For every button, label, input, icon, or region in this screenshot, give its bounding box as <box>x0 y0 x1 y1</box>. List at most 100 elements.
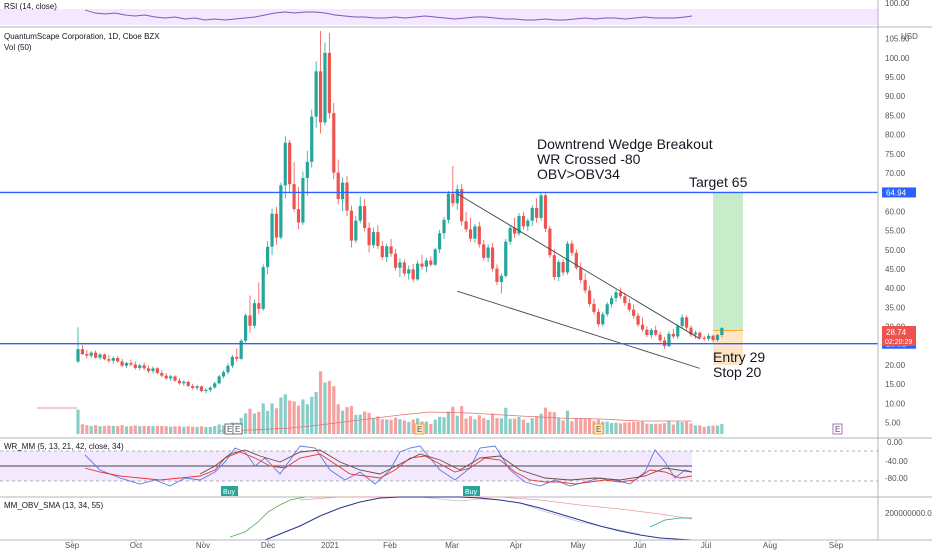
candle-body <box>274 213 279 238</box>
price-tick-label: 95.00 <box>885 73 906 82</box>
volume-bar <box>199 426 204 434</box>
candle-body <box>561 262 565 273</box>
wr-mid-line <box>199 449 693 481</box>
time-tick-label: Nov <box>196 541 210 550</box>
volume-bar <box>680 422 684 434</box>
candle-body <box>504 241 508 276</box>
volume-bar <box>102 426 107 434</box>
candle-body <box>120 361 124 366</box>
volume-bar <box>676 421 680 434</box>
volume-bar <box>530 418 534 434</box>
volume-bar <box>191 426 195 434</box>
volume-bar <box>570 421 574 434</box>
volume-bar <box>195 426 199 434</box>
volume-bar <box>217 424 221 434</box>
volume-bar <box>336 404 340 434</box>
candle-body <box>376 232 380 246</box>
candle-body <box>552 255 556 278</box>
candle-body <box>587 290 592 304</box>
candle-body <box>358 206 362 221</box>
candle-body <box>473 226 477 239</box>
candle-body <box>676 326 680 337</box>
volume-bar <box>539 413 543 434</box>
wr-tick: -80.00 <box>885 474 908 483</box>
candle-body <box>142 365 146 369</box>
candle-body <box>715 334 720 340</box>
volume-bar <box>393 417 398 434</box>
symbol-title: QuantumScape Corporation, 1D, Cboe BZX <box>4 32 160 41</box>
volume-bar <box>301 399 305 434</box>
price-tick-label: 80.00 <box>885 131 906 140</box>
price-tick-label: 55.00 <box>885 227 906 236</box>
time-axis[interactable]: Sep Oct Nov Dec 2021 Feb Mar Apr May Jun Jul Aug Sep <box>65 540 844 550</box>
candle-body <box>318 71 323 123</box>
volume-bar <box>504 407 508 434</box>
candle-body <box>424 260 428 267</box>
candle-body <box>332 113 336 173</box>
candle-body <box>182 381 186 384</box>
candle-body <box>508 227 512 242</box>
candle-body <box>155 368 159 373</box>
earnings-marker[interactable]: E <box>414 423 425 435</box>
volume-bar <box>133 425 137 434</box>
candle-body <box>632 309 636 316</box>
volume-bar <box>129 426 133 434</box>
upcoming-earnings-marker[interactable]: E <box>832 423 843 435</box>
volume-bar <box>252 413 256 434</box>
candle-body <box>711 335 715 340</box>
candle-body <box>429 260 433 265</box>
annotation-stop: Stop 20 <box>713 364 761 380</box>
candle-body <box>235 356 239 359</box>
volume-bar <box>261 403 265 434</box>
candle-body <box>460 189 464 222</box>
volume-bar <box>138 426 142 434</box>
volume-bar <box>288 400 292 434</box>
rsi-line <box>84 9 693 21</box>
volume-bar <box>526 422 530 434</box>
volume-bar <box>296 405 301 434</box>
volume-bars <box>76 371 724 434</box>
time-tick-label: Dec <box>261 541 275 550</box>
candle-body <box>451 193 455 204</box>
volume-bar <box>257 411 261 434</box>
candle-body <box>266 246 270 268</box>
level-tag-high: 64.94 <box>882 187 916 198</box>
volume-bar <box>720 424 724 434</box>
volume-bar <box>424 421 428 434</box>
price-tick-label: 105.00 <box>885 35 910 44</box>
volume-bar <box>94 425 98 434</box>
volume-bar <box>482 418 486 434</box>
earnings-marker-label: E <box>417 425 422 434</box>
volume-bar <box>98 426 102 434</box>
annotation-entry: Entry 29 <box>713 349 765 365</box>
obv-sma-fast-line <box>419 496 641 535</box>
volume-bar <box>658 423 662 434</box>
time-tick-label: Jun <box>634 541 647 550</box>
earnings-marker[interactable]: E <box>232 423 243 435</box>
price-axis[interactable]: 5.0010.0015.0020.0025.0030.0035.0040.004… <box>885 35 910 428</box>
volume-bar <box>636 421 640 434</box>
candle-body <box>623 296 627 304</box>
candle-body <box>442 219 446 234</box>
volume-bar <box>124 426 129 434</box>
earnings-marker[interactable]: E <box>593 423 604 435</box>
obv-line <box>229 496 306 538</box>
candle-body <box>530 207 534 221</box>
candle-body <box>698 332 702 338</box>
candle-body <box>367 227 371 246</box>
volume-bar <box>649 424 653 434</box>
candle-body <box>610 298 614 305</box>
candle-body <box>438 233 442 250</box>
wr-tick: -40.00 <box>885 457 908 466</box>
volume-bar <box>204 427 208 434</box>
candle-body <box>596 311 600 325</box>
candle-body <box>327 52 331 114</box>
candle-body <box>164 375 168 379</box>
annotation-breakout: Downtrend Wedge Breakout <box>537 136 713 152</box>
volume-bar <box>693 425 697 434</box>
volume-bar <box>583 418 587 434</box>
candle-body <box>535 207 539 218</box>
volume-bar <box>561 420 565 434</box>
obv-sma-slow-line <box>264 496 693 541</box>
volume-bar <box>376 416 380 434</box>
